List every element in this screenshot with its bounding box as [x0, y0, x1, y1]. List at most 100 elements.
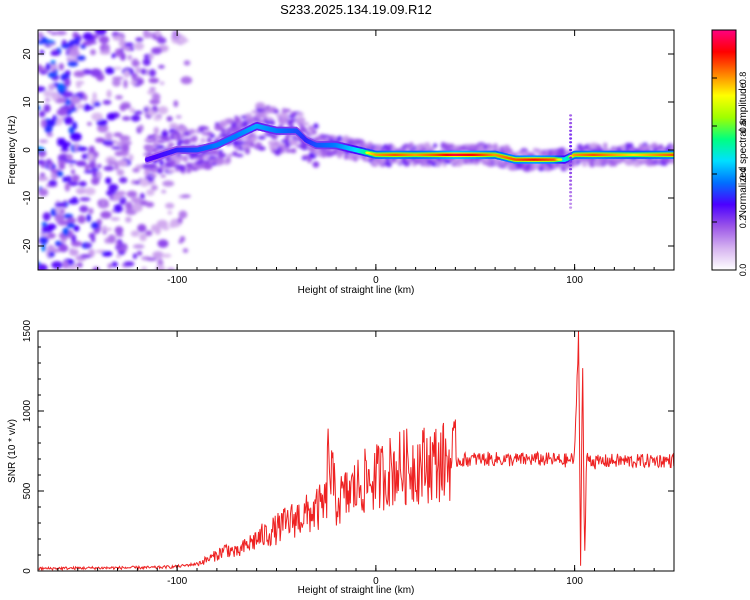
- noise-blob: [116, 247, 125, 252]
- noise-blob: [116, 169, 125, 176]
- noise-blob: [112, 78, 121, 87]
- colorbar-tick-label: 0.2: [738, 216, 748, 229]
- noise-blob: [76, 262, 83, 268]
- noise-blob: [71, 169, 75, 175]
- noise-blob: [178, 35, 187, 45]
- spectrogram-ylabel: Frequency (Hz): [7, 116, 18, 185]
- noise-blob: [50, 172, 59, 180]
- noise-blob: [116, 159, 129, 167]
- noise-blob: [143, 31, 154, 39]
- noise-blob: [75, 80, 85, 85]
- noise-blob: [96, 119, 108, 127]
- vertical-streak: [569, 137, 573, 140]
- halo-blob: [196, 128, 201, 134]
- halo-blob: [203, 163, 213, 170]
- noise-blob: [87, 122, 92, 126]
- noise-blob: [99, 50, 111, 55]
- noise-blob: [62, 260, 69, 269]
- halo-blob: [581, 161, 588, 167]
- noise-blob: [87, 153, 94, 162]
- noise-blob: [122, 116, 131, 121]
- noise-blob: [133, 110, 143, 115]
- halo-blob: [160, 174, 166, 178]
- x-tick-label: 0: [373, 576, 379, 587]
- noise-blob: [88, 161, 97, 169]
- noise-blob: [123, 79, 128, 89]
- noise-blob: [85, 105, 95, 110]
- colorbar-gradient: [711, 29, 737, 271]
- halo-blob: [432, 143, 438, 148]
- noise-blob: [48, 83, 56, 91]
- noise-blob: [100, 199, 106, 207]
- noise-blob: [40, 70, 48, 75]
- noise-blob: [76, 55, 86, 61]
- noise-blob: [48, 179, 58, 187]
- noise-blob: [101, 251, 113, 257]
- noise-blob: [139, 233, 147, 242]
- vertical-streak: [569, 145, 573, 148]
- halo-blob: [218, 149, 223, 154]
- noise-blob: [115, 95, 123, 100]
- noise-blob: [155, 264, 166, 270]
- halo-blob: [613, 159, 623, 164]
- noise-blob: [161, 189, 167, 194]
- noise-blob: [112, 35, 124, 41]
- noise-blob: [44, 98, 51, 102]
- noise-blob: [130, 197, 142, 203]
- noise-blob: [76, 146, 88, 152]
- colorbar-tick-label: 0.8: [738, 72, 748, 85]
- noise-blob: [155, 30, 161, 37]
- noise-blob: [135, 37, 144, 42]
- vertical-streak: [569, 179, 573, 182]
- noise-blob: [171, 222, 181, 227]
- noise-blob: [125, 216, 132, 223]
- halo-blob: [527, 152, 534, 156]
- noise-blob: [106, 112, 117, 121]
- noise-blob: [142, 58, 151, 66]
- vertical-streak: [569, 125, 573, 129]
- noise-blob: [66, 222, 76, 229]
- noise-blob: [158, 64, 165, 69]
- vertical-streak: [569, 187, 573, 190]
- noise-blob: [66, 217, 77, 224]
- noise-blob: [38, 176, 49, 181]
- halo-blob: [487, 145, 495, 148]
- y-tick-label: 0: [22, 568, 33, 574]
- noise-blob: [132, 168, 140, 173]
- noise-blob: [70, 103, 75, 109]
- vertical-streak: [569, 202, 573, 205]
- vertical-streak: [569, 118, 573, 121]
- noise-blob: [61, 39, 67, 45]
- noise-blob: [50, 50, 60, 56]
- spectrogram-xlabel: Height of straight line (km): [298, 285, 415, 296]
- noise-blob: [118, 192, 123, 199]
- noise-blob: [149, 87, 156, 91]
- noise-blob: [111, 186, 118, 193]
- vertical-streak: [569, 156, 573, 159]
- noise-blob: [59, 137, 66, 147]
- vertical-streak: [569, 194, 573, 198]
- noise-blob: [157, 106, 169, 115]
- noise-blob: [98, 35, 110, 44]
- noise-blob: [90, 49, 96, 56]
- noise-blob: [182, 248, 189, 253]
- halo-blob: [255, 102, 265, 109]
- y-tick-label: 500: [22, 482, 33, 499]
- halo-blob: [213, 149, 219, 156]
- halo-blob: [147, 163, 157, 170]
- noise-blob: [66, 153, 73, 161]
- halo-blob: [266, 117, 274, 121]
- noise-blob: [52, 114, 58, 123]
- noise-blob: [114, 226, 124, 235]
- figure-title: S233.2025.134.19.09.R12: [280, 2, 432, 17]
- colorbar-tick-label: 0.4: [738, 168, 748, 181]
- halo-blob: [225, 156, 231, 164]
- noise-blob: [138, 124, 144, 132]
- noise-blob: [77, 215, 86, 224]
- halo-blob: [344, 153, 349, 160]
- halo-blob: [194, 164, 205, 170]
- halo-blob: [183, 138, 191, 145]
- y-tick-label: 10: [22, 96, 33, 108]
- noise-blob: [151, 184, 158, 191]
